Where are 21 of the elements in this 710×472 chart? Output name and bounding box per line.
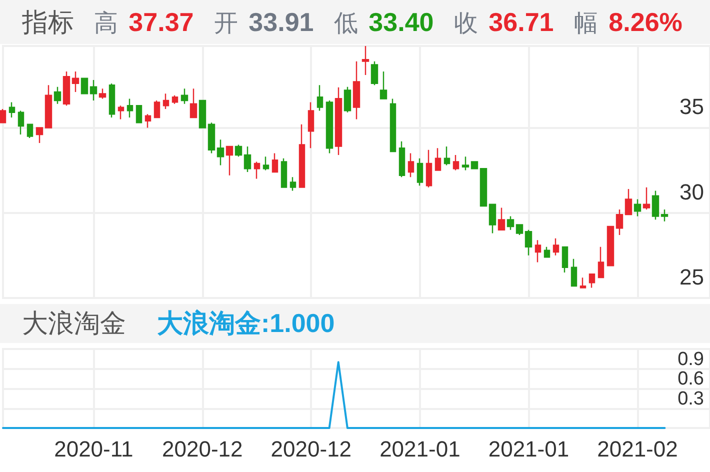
text: :1.000	[261, 308, 335, 338]
text: 低 33.40	[334, 7, 434, 37]
y-tick-label: 0.3	[678, 388, 704, 410]
text: 幅 8.26%	[574, 7, 682, 37]
chart-title: 大浪淘金	[22, 308, 126, 338]
x-tick-label: 2021-02	[597, 436, 678, 462]
y-tick-label: 30	[680, 179, 704, 204]
y-tick-label: 35	[680, 94, 704, 120]
text: 收 36.71	[454, 7, 554, 37]
y-tick-label: 0.6	[678, 368, 704, 390]
x-tick-label: 2020-11	[54, 436, 134, 462]
text: 开 33.91	[214, 7, 314, 37]
text: 大浪淘金	[157, 308, 261, 338]
y-tick-label: 25	[680, 264, 704, 290]
x-tick-label: 2021-01	[380, 436, 460, 462]
chart-title: 指标	[21, 7, 74, 37]
y-tick-label: 0.9	[678, 348, 704, 370]
text: 高 37.37	[94, 7, 194, 37]
x-tick-label: 2020-12	[162, 436, 243, 462]
x-tick-label: 2020-12	[270, 436, 352, 462]
x-tick-label: 2021-01	[488, 436, 570, 462]
